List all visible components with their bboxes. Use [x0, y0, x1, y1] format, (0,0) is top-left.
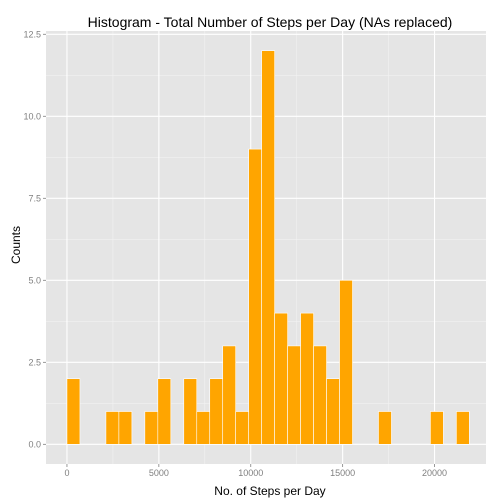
x-tick-label: 0 — [64, 468, 69, 478]
y-axis-ticks: 0.0 2.5 5.0 7.5 10.0 12.5 — [23, 29, 46, 449]
y-tick-label: 7.5 — [28, 193, 41, 203]
histogram-bars — [66, 50, 470, 445]
x-tick-label: 15000 — [330, 468, 355, 478]
x-axis-ticks: 0 5000 10000 15000 20000 — [64, 464, 447, 478]
y-axis-label: Counts — [9, 226, 23, 264]
histogram-bar — [456, 411, 470, 445]
histogram-bar — [196, 411, 211, 445]
histogram-bar — [183, 378, 198, 445]
histogram-bar — [209, 378, 224, 445]
y-tick-label: 10.0 — [23, 111, 41, 121]
x-axis-label: No. of Steps per Day — [214, 484, 325, 498]
histogram-bar — [313, 345, 327, 445]
histogram-bar — [274, 312, 288, 445]
histogram-bar — [235, 411, 249, 445]
histogram-bar — [378, 411, 392, 445]
x-tick-label: 10000 — [238, 468, 263, 478]
histogram-bar — [248, 148, 262, 445]
histogram-bar — [144, 411, 159, 445]
x-tick-label: 20000 — [422, 468, 447, 478]
histogram-bar — [261, 50, 275, 445]
x-tick-label: 5000 — [149, 468, 169, 478]
y-tick-label: 12.5 — [23, 29, 41, 39]
y-tick-label: 5.0 — [28, 275, 41, 285]
histogram-bar — [430, 411, 444, 445]
y-tick-label: 2.5 — [28, 357, 41, 367]
histogram-bar — [222, 345, 236, 445]
histogram-bar — [326, 378, 340, 445]
chart-title: Histogram - Total Number of Steps per Da… — [88, 14, 453, 30]
histogram-bar — [66, 378, 81, 445]
histogram-bar — [157, 378, 172, 445]
histogram-bar — [105, 411, 120, 445]
y-tick-label: 0.0 — [28, 439, 41, 449]
histogram-bar — [118, 411, 133, 445]
histogram-bar — [300, 312, 314, 445]
histogram-bar — [339, 280, 353, 445]
histogram-bar — [287, 345, 301, 445]
